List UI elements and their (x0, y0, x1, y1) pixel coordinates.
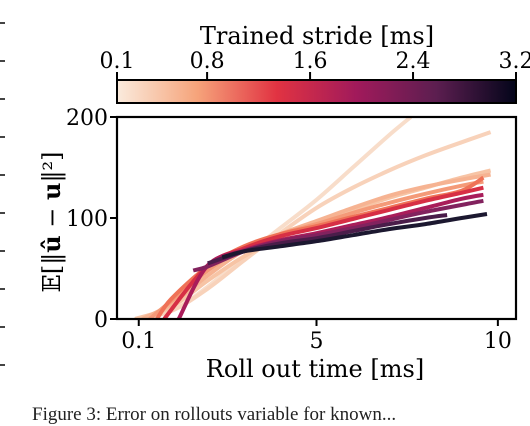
x-ticks: 0.1 5 10 (121, 319, 512, 354)
figure-caption: Figure 3: Error on rollouts variable for… (32, 404, 530, 426)
left-edge-marks (0, 0, 10, 418)
y-label-u: u (37, 183, 66, 200)
series-layer (135, 117, 491, 319)
edge-mark (0, 326, 5, 328)
y-tick-label: 200 (66, 106, 108, 131)
edge-mark (0, 60, 5, 62)
colorbar-tick-label: 3.2 (499, 49, 530, 74)
edge-mark (0, 364, 5, 366)
colorbar-tick-label: 2.4 (396, 49, 431, 74)
edge-mark (0, 136, 5, 138)
edge-mark (0, 22, 5, 24)
colorbar-tick-label: 1.6 (293, 49, 328, 74)
y-label-expectation: 𝔼[‖ (38, 253, 67, 293)
y-label-uhat: û (37, 235, 66, 252)
edge-mark (0, 288, 5, 290)
edge-mark (0, 212, 5, 214)
y-label-minus: − (38, 200, 66, 235)
y-tick-label: 100 (66, 207, 108, 232)
edge-mark (0, 250, 5, 252)
x-tick-label: 0.1 (121, 329, 156, 354)
y-label-norm: ‖²] (38, 152, 67, 183)
series-line-stride-0-1 (135, 117, 411, 319)
y-tick-label: 0 (94, 308, 108, 333)
edge-mark (0, 174, 5, 176)
y-axis-label: 𝔼[‖û − u‖²] (37, 152, 67, 293)
edge-mark (0, 98, 5, 100)
series-line-stride-1-6 (164, 188, 483, 319)
x-tick-label: 5 (310, 329, 324, 354)
x-tick-label: 10 (484, 329, 512, 354)
colorbar-label: Trained stride [ms] (200, 22, 434, 50)
colorbar-tick-labels: 0.1 0.8 1.6 2.4 3.2 (100, 49, 530, 74)
x-axis-label: Roll out time [ms] (206, 355, 424, 383)
y-ticks: 0 100 200 (66, 106, 117, 333)
colorbar-tick-label: 0.1 (100, 49, 135, 74)
colorbar (117, 80, 516, 103)
colorbar-tick-label: 0.8 (190, 49, 225, 74)
